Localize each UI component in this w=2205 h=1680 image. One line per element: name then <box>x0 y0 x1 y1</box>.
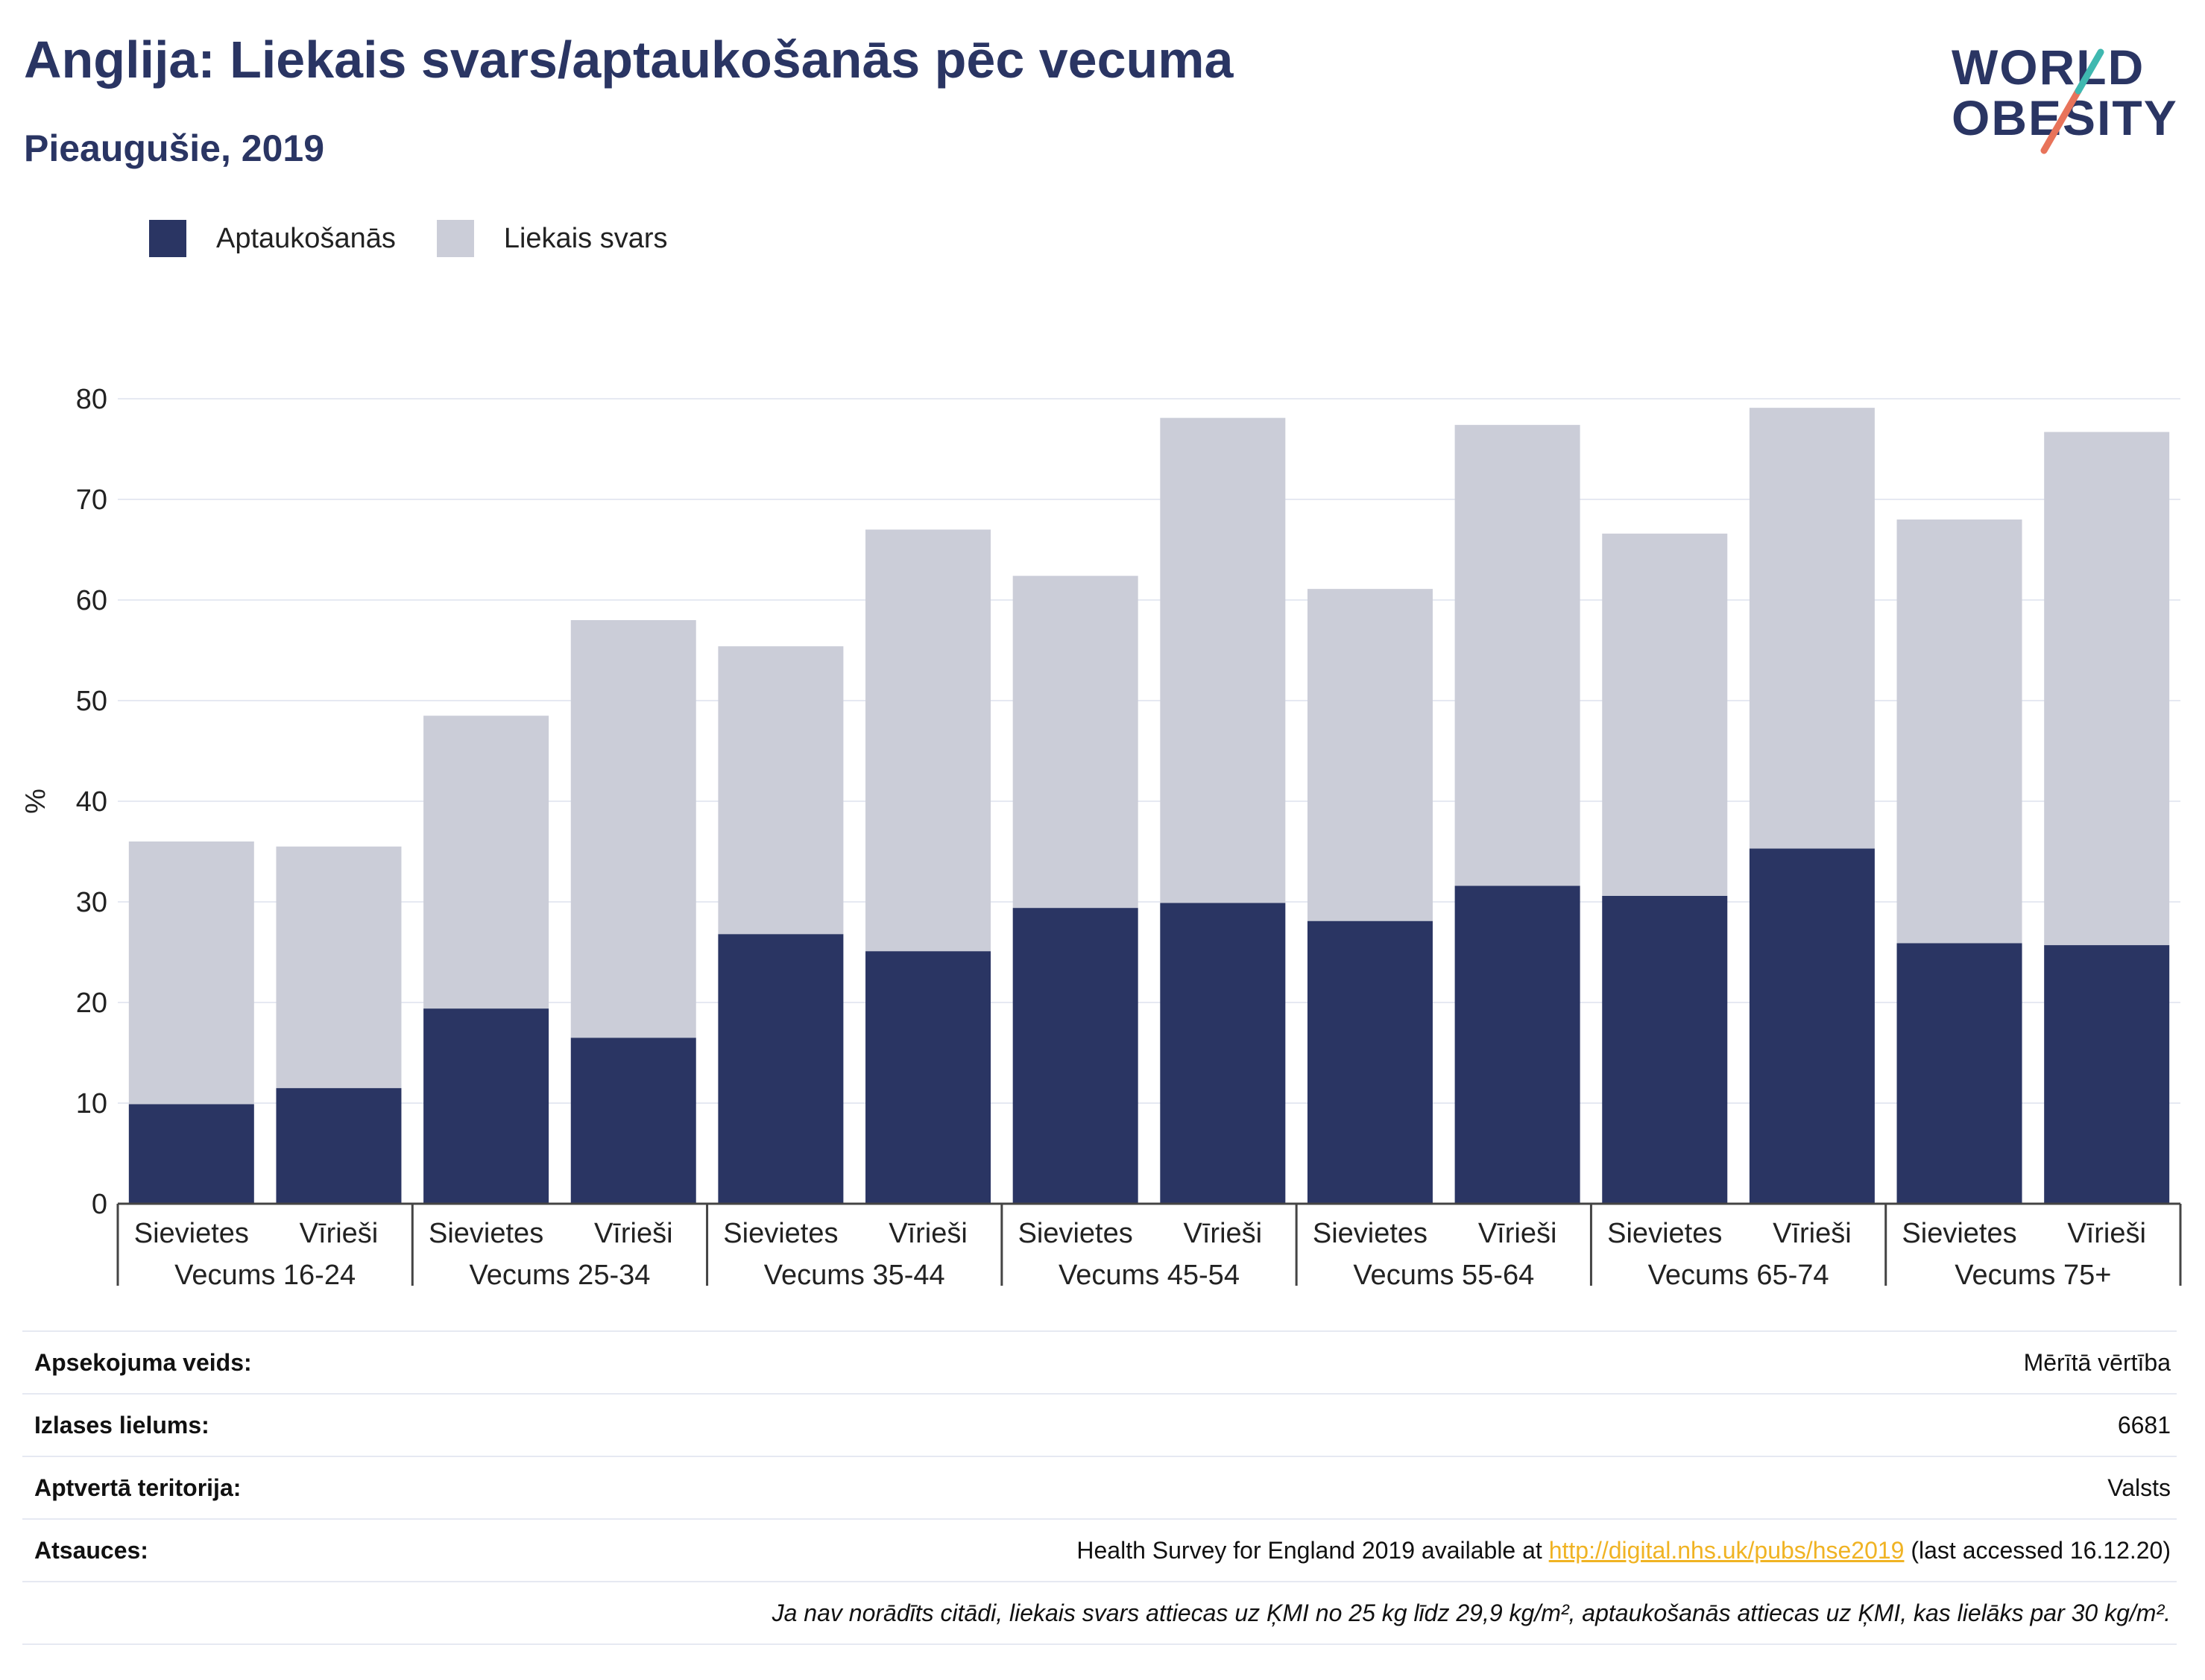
bar-overweight <box>718 646 844 935</box>
bar-obesity <box>1454 885 1580 1204</box>
info-row-note: Ja nav norādīts citādi, liekais svars at… <box>22 1581 2177 1645</box>
bar-overweight <box>1454 425 1580 886</box>
legend-item-obesity[interactable]: Aptaukošanās <box>149 220 396 257</box>
bar-obesity <box>1896 943 2022 1204</box>
y-tick-label: 40 <box>76 786 107 818</box>
x-tick-label: Sievietes <box>1902 1218 2016 1249</box>
y-tick-label: 0 <box>92 1189 107 1220</box>
bar-obesity <box>1602 895 1728 1204</box>
info-row-coverage: Aptvertā teritorija: Valsts <box>22 1456 2177 1518</box>
bar-overweight <box>1749 408 1875 849</box>
x-tick-label: Vīrieši <box>300 1218 379 1249</box>
bar-obesity <box>1012 908 1138 1204</box>
x-tick-label: Sievietes <box>1313 1218 1428 1249</box>
bar-obesity <box>1749 848 1875 1204</box>
info-row-references: Atsauces: Health Survey for England 2019… <box>22 1518 2177 1581</box>
x-tick-label: Sievietes <box>723 1218 838 1249</box>
info-row-sample-size: Izlases lielums: 6681 <box>22 1393 2177 1456</box>
info-row-survey-type: Apsekojuma veids: Mērītā vērtība <box>22 1330 2177 1393</box>
info-label: Atsauces: <box>34 1536 148 1564</box>
legend-swatch-obesity <box>149 220 186 257</box>
x-group-label: Vecums 25-34 <box>469 1260 650 1291</box>
bar-obesity <box>1160 903 1286 1204</box>
x-tick-label: Vīrieši <box>1184 1218 1263 1249</box>
x-tick-label: Vīrieši <box>1478 1218 1557 1249</box>
bar-obesity <box>1307 920 1433 1204</box>
x-group-label: Vecums 45-54 <box>1059 1260 1240 1291</box>
bar-obesity <box>423 1008 549 1204</box>
bar-overweight <box>2044 432 2170 946</box>
y-tick-label: 10 <box>76 1088 107 1120</box>
chart-legend: Aptaukošanās Liekais svars <box>149 220 708 257</box>
x-tick-label: Sievietes <box>429 1218 543 1249</box>
x-tick-label: Vīrieši <box>2067 1218 2146 1249</box>
bar-overweight <box>1307 589 1433 921</box>
bar-overweight <box>1602 533 1728 896</box>
world-obesity-logo: WORLD OBESITY <box>1938 22 2192 157</box>
info-label: Apsekojuma veids: <box>34 1348 252 1376</box>
logo-line-1: WORLD <box>1952 40 2145 95</box>
y-axis-label: % <box>20 789 51 814</box>
x-tick-label: Sievietes <box>1018 1218 1133 1249</box>
page-subtitle: Pieaugušie, 2019 <box>24 127 325 169</box>
x-tick-label: Vīrieši <box>1773 1218 1852 1249</box>
bar-overweight <box>570 620 696 1038</box>
reference-link[interactable]: http://digital.nhs.uk/pubs/hse2019 <box>1548 1536 1905 1564</box>
info-label: Aptvertā teritorija: <box>34 1474 242 1501</box>
bar-overweight <box>1160 417 1286 903</box>
legend-label-overweight: Liekais svars <box>503 222 668 254</box>
info-label: Izlases lielums: <box>34 1411 209 1439</box>
bar-obesity <box>865 951 991 1204</box>
x-group-label: Vecums 35-44 <box>764 1260 945 1291</box>
legend-label-obesity: Aptaukošanās <box>216 222 396 254</box>
bar-overweight <box>423 716 549 1009</box>
info-value: Valsts <box>2107 1474 2171 1501</box>
reference-suffix: (last accessed 16.12.20) <box>1904 1536 2171 1564</box>
y-tick-label: 30 <box>76 887 107 918</box>
logo-slash-icon <box>2040 48 2104 154</box>
bar-obesity <box>276 1087 402 1204</box>
bar-overweight <box>865 529 991 952</box>
x-tick-label: Sievietes <box>1607 1218 1722 1249</box>
stacked-bar-chart: 0 10 20 30 40 50 60 70 80% Sievietes Vīrieši Sievie… <box>20 384 2182 1291</box>
bar-obesity <box>2044 945 2170 1204</box>
y-tick-label: 80 <box>76 384 107 415</box>
y-tick-label: 20 <box>76 988 107 1019</box>
y-tick-label: 50 <box>76 686 107 717</box>
bar-obesity <box>128 1104 254 1204</box>
legend-swatch-overweight <box>436 220 474 257</box>
page-title: Anglija: Liekais svars/aptaukošanās pēc … <box>24 31 1234 89</box>
bar-overweight <box>276 846 402 1088</box>
y-tick-label: 60 <box>76 585 107 616</box>
bar-obesity <box>718 934 844 1204</box>
reference-prefix: Health Survey for England 2019 available… <box>1076 1536 1549 1564</box>
x-group-label: Vecums 16-24 <box>174 1260 356 1291</box>
definition-note: Ja nav norādīts citādi, liekais svars at… <box>772 1599 2171 1626</box>
bar-overweight <box>1896 520 2022 944</box>
x-group-label: Vecums 65-74 <box>1648 1260 1829 1291</box>
x-group-label: Vecums 55-64 <box>1353 1260 1534 1291</box>
x-tick-label: Vīrieši <box>889 1218 968 1249</box>
x-group-label: Vecums 75+ <box>1955 1260 2111 1291</box>
x-tick-label: Vīrieši <box>594 1218 673 1249</box>
y-tick-label: 70 <box>76 484 107 516</box>
x-tick-label: Sievietes <box>134 1218 249 1249</box>
info-value: 6681 <box>2117 1411 2171 1439</box>
info-table: Apsekojuma veids: Mērītā vērtība Izlases… <box>22 1330 2177 1645</box>
reference-text: Health Survey for England 2019 available… <box>1076 1537 2177 1564</box>
bar-overweight <box>128 841 254 1105</box>
info-value: Mērītā vērtība <box>2023 1348 2171 1376</box>
bar-obesity <box>570 1038 696 1204</box>
legend-item-overweight[interactable]: Liekais svars <box>436 220 668 257</box>
bar-overweight <box>1012 575 1138 909</box>
